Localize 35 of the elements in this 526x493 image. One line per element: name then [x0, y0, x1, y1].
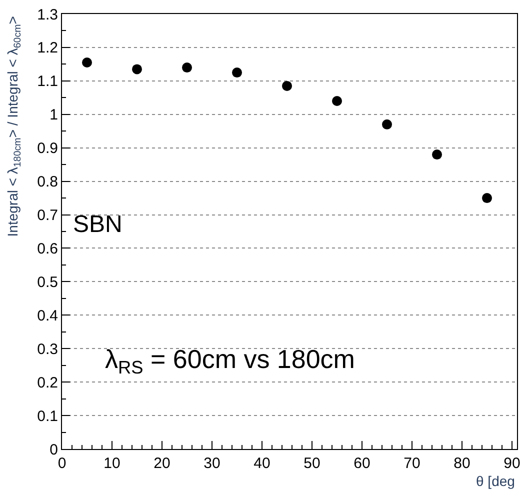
x-tick-label: 60 [354, 455, 370, 472]
y-tick-label: 0.2 [37, 374, 58, 392]
annotation: SBN [73, 211, 122, 238]
point [432, 150, 442, 160]
x-tick-label: 40 [254, 455, 270, 472]
point [132, 64, 142, 74]
x-tick-label: 50 [304, 455, 320, 472]
point [482, 193, 492, 204]
point [282, 80, 292, 91]
y-tick-label: 1.2 [37, 40, 58, 57]
point [232, 68, 242, 78]
point [182, 62, 192, 73]
x-axis-title: θ [deg [476, 473, 515, 489]
annotation: λ$_{RS}$ = 60cm vs 180cm [105, 344, 355, 378]
y-tick-label: 1.3 [37, 6, 58, 24]
x-tick-label: 90 [504, 455, 520, 472]
point [82, 58, 92, 68]
point [382, 119, 392, 130]
y-tick-label: 0 [50, 441, 58, 458]
x-tick-label: 20 [154, 455, 170, 472]
y-tick-label: 0.1 [37, 408, 58, 425]
y-tick-label: 1 [50, 106, 58, 124]
y-tick-label: 0.7 [37, 207, 58, 224]
point [332, 96, 342, 106]
y-tick-label: 0.3 [37, 340, 58, 358]
x-tick-label: 70 [404, 455, 420, 472]
y-tick-label: 0.9 [37, 140, 58, 158]
x-tick-label: 10 [104, 455, 120, 472]
x-tick-label: 30 [204, 455, 220, 472]
y-tick-label: 0.5 [37, 274, 58, 291]
x-tick-label: 80 [454, 455, 470, 472]
y-tick-label: 0.8 [37, 174, 58, 191]
y-tick-label: 0.6 [37, 240, 58, 258]
y-tick-label: 1.1 [37, 73, 58, 90]
y-tick-label: 0.4 [37, 307, 58, 324]
